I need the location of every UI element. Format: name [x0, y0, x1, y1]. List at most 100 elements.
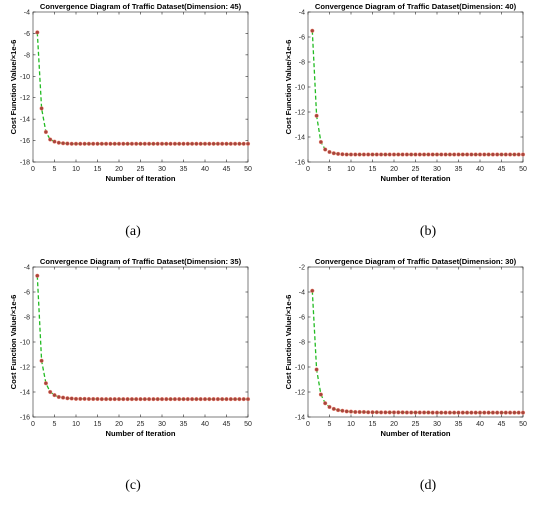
y-tick-label: -8 [299, 60, 305, 67]
data-point [185, 397, 190, 402]
x-tick-label: 5 [328, 166, 332, 173]
x-tick-label: 5 [53, 421, 57, 428]
data-point [181, 397, 186, 402]
data-point [335, 408, 341, 413]
data-point [409, 410, 414, 415]
data-point [48, 137, 53, 142]
data-point [73, 141, 79, 146]
y-tick-label: -8 [24, 315, 30, 322]
x-tick-label: 40 [476, 166, 484, 173]
data-point [228, 397, 233, 402]
data-point [177, 141, 182, 146]
data-point [190, 397, 195, 402]
x-tick-label: 25 [137, 166, 145, 173]
x-tick-label: 45 [223, 421, 231, 428]
data-point [99, 397, 104, 402]
data-point [91, 396, 96, 402]
data-point [220, 141, 225, 146]
x-tick-label: 15 [94, 166, 102, 173]
data-point [39, 358, 44, 363]
caption-b: (b) [419, 224, 437, 239]
data-point [69, 396, 74, 401]
data-point [147, 397, 152, 402]
data-point [465, 152, 470, 157]
x-tick-label: 0 [306, 421, 310, 428]
data-point [233, 141, 238, 146]
plot-area [307, 266, 524, 418]
data-point [413, 152, 418, 157]
data-point [65, 396, 70, 401]
chart-panel-dimension-40: Convergence Diagram of Traffic Dataset(D… [284, 2, 527, 183]
caption-c: (c) [125, 478, 141, 493]
data-point [103, 141, 109, 146]
x-axis-label: Number of Iteration [380, 429, 450, 438]
chart-title: Convergence Diagram of Traffic Dataset(D… [315, 2, 517, 11]
x-tick-label: 40 [476, 421, 484, 428]
data-point [147, 141, 152, 146]
plot-area [307, 11, 524, 163]
caption-d: (d) [419, 478, 437, 493]
data-point [129, 141, 134, 146]
data-point [469, 410, 474, 415]
data-point [460, 152, 465, 157]
data-point [374, 152, 379, 157]
x-tick-label: 40 [201, 421, 209, 428]
x-tick-label: 25 [412, 421, 420, 428]
x-tick-label: 5 [328, 421, 332, 428]
data-point [516, 152, 521, 157]
data-point [520, 152, 526, 157]
x-tick-label: 25 [137, 421, 145, 428]
data-point [508, 152, 513, 157]
data-point [318, 139, 323, 145]
data-point [473, 410, 478, 415]
x-tick-label: 50 [519, 166, 527, 173]
data-point [503, 152, 508, 157]
data-point [172, 397, 177, 402]
x-tick-label: 0 [31, 421, 35, 428]
data-point [99, 141, 104, 146]
data-point [164, 397, 169, 402]
data-point [357, 152, 362, 157]
data-point [439, 152, 444, 157]
data-point [56, 140, 61, 145]
data-point [331, 151, 336, 156]
data-point [177, 397, 182, 402]
x-tick-label: 35 [180, 421, 188, 428]
data-point [237, 141, 242, 146]
data-point [138, 397, 143, 402]
x-tick-label: 50 [244, 421, 252, 428]
data-point [211, 141, 216, 146]
data-point [224, 141, 229, 146]
data-point [396, 152, 401, 157]
data-point [413, 410, 418, 415]
data-point [194, 397, 199, 402]
data-point [383, 410, 388, 415]
data-point [482, 410, 487, 415]
x-tick-label: 50 [519, 421, 527, 428]
y-tick-label: -18 [20, 160, 30, 167]
data-point [52, 139, 57, 144]
data-point [400, 152, 405, 157]
chart-panel-dimension-45: Convergence Diagram of Traffic Dataset(D… [9, 2, 252, 183]
y-axis-label: Cost Function Value/×1e-6 [9, 295, 18, 390]
data-point [387, 152, 392, 157]
data-point [190, 141, 195, 146]
x-tick-label: 0 [306, 166, 310, 173]
data-point [417, 410, 422, 415]
data-point [409, 152, 414, 157]
data-point [65, 141, 70, 146]
y-tick-label: -16 [20, 415, 30, 422]
data-point [35, 273, 40, 278]
data-point [456, 410, 461, 415]
data-point [344, 152, 349, 157]
x-tick-label: 10 [347, 166, 355, 173]
data-point [439, 410, 444, 415]
data-point [353, 152, 358, 157]
data-point [194, 141, 199, 146]
chart-title: Convergence Diagram of Traffic Dataset(D… [40, 257, 242, 266]
data-point [224, 397, 229, 402]
data-point [95, 141, 100, 146]
data-point [486, 410, 491, 415]
data-point [125, 397, 130, 402]
data-point [452, 152, 457, 157]
